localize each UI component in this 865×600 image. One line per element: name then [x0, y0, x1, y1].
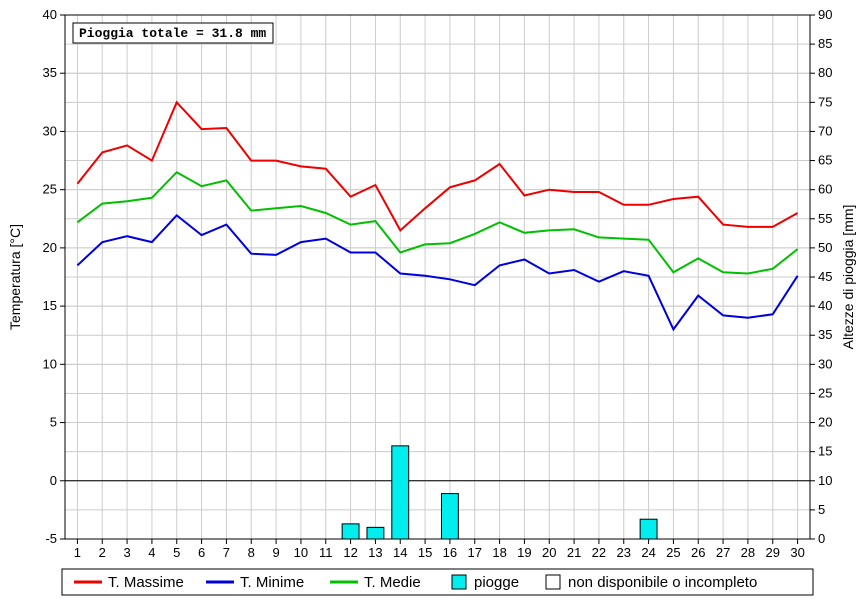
tick-label-right: 80: [818, 65, 832, 80]
tick-label-right: 55: [818, 211, 832, 226]
tick-label-bottom: 5: [173, 545, 180, 560]
tick-label-bottom: 18: [492, 545, 506, 560]
tick-label-left: 0: [50, 473, 57, 488]
tick-label-bottom: 17: [468, 545, 482, 560]
rain-bar: [392, 446, 409, 539]
tick-label-bottom: 24: [641, 545, 655, 560]
tick-label-left: 15: [43, 298, 57, 313]
rain-bar: [441, 494, 458, 539]
tick-label-bottom: 10: [294, 545, 308, 560]
tick-label-bottom: 29: [766, 545, 780, 560]
tick-label-right: 60: [818, 182, 832, 197]
tick-label-bottom: 6: [198, 545, 205, 560]
tick-label-bottom: 13: [368, 545, 382, 560]
tick-label-right: 40: [818, 298, 832, 313]
legend-swatch-box: [546, 575, 560, 589]
tick-label-left: 30: [43, 123, 57, 138]
tick-label-right: 35: [818, 327, 832, 342]
tick-label-left: 40: [43, 7, 57, 22]
rain-bar: [640, 519, 657, 539]
tick-label-bottom: 25: [666, 545, 680, 560]
tick-label-left: 25: [43, 182, 57, 197]
rain-bar: [342, 524, 359, 539]
tick-label-bottom: 1: [74, 545, 81, 560]
tick-label-bottom: 2: [99, 545, 106, 560]
tick-label-bottom: 23: [617, 545, 631, 560]
tick-label-left: 5: [50, 415, 57, 430]
tick-label-left: 10: [43, 356, 57, 371]
tick-label-bottom: 14: [393, 545, 407, 560]
legend-swatch-box: [452, 575, 466, 589]
tick-label-bottom: 26: [691, 545, 705, 560]
y-axis-label-left: Temperatura [°C]: [7, 224, 23, 330]
tick-label-right: 30: [818, 356, 832, 371]
tick-label-right: 25: [818, 385, 832, 400]
tick-label-right: 10: [818, 473, 832, 488]
legend-label: T. Medie: [364, 574, 421, 591]
chart-container: -505101520253035400510152025303540455055…: [0, 0, 865, 600]
tick-label-bottom: 21: [567, 545, 581, 560]
legend-label: non disponibile o incompleto: [568, 574, 757, 591]
legend-label: piogge: [474, 574, 519, 591]
tick-label-right: 75: [818, 94, 832, 109]
tick-label-left: 20: [43, 240, 57, 255]
tick-label-bottom: 11: [319, 545, 333, 560]
tick-label-bottom: 28: [741, 545, 755, 560]
tick-label-bottom: 4: [148, 545, 155, 560]
tick-label-bottom: 19: [517, 545, 531, 560]
tick-label-right: 45: [818, 269, 832, 284]
tick-label-bottom: 20: [542, 545, 556, 560]
chart-svg: -505101520253035400510152025303540455055…: [0, 0, 865, 600]
legend-label: T. Minime: [240, 574, 304, 591]
tick-label-right: 15: [818, 444, 832, 459]
tick-label-right: 90: [818, 7, 832, 22]
tick-label-bottom: 27: [716, 545, 730, 560]
tick-label-bottom: 30: [790, 545, 804, 560]
tick-label-bottom: 22: [592, 545, 606, 560]
annotation-text: Pioggia totale = 31.8 mm: [79, 26, 266, 41]
tick-label-right: 50: [818, 240, 832, 255]
tick-label-bottom: 16: [443, 545, 457, 560]
tick-label-bottom: 12: [343, 545, 357, 560]
tick-label-bottom: 7: [223, 545, 230, 560]
tick-label-bottom: 8: [248, 545, 255, 560]
tick-label-right: 5: [818, 502, 825, 517]
tick-label-left: -5: [45, 531, 57, 546]
tick-label-bottom: 3: [123, 545, 130, 560]
tick-label-left: 35: [43, 65, 57, 80]
tick-label-right: 0: [818, 531, 825, 546]
tick-label-bottom: 15: [418, 545, 432, 560]
y-axis-label-right: Altezze di pioggia [mm]: [840, 205, 856, 350]
rain-bar: [367, 527, 384, 539]
tick-label-right: 85: [818, 36, 832, 51]
tick-label-right: 65: [818, 153, 832, 168]
tick-label-right: 20: [818, 415, 832, 430]
legend-label: T. Massime: [108, 574, 184, 591]
tick-label-right: 70: [818, 123, 832, 138]
tick-label-bottom: 9: [272, 545, 279, 560]
